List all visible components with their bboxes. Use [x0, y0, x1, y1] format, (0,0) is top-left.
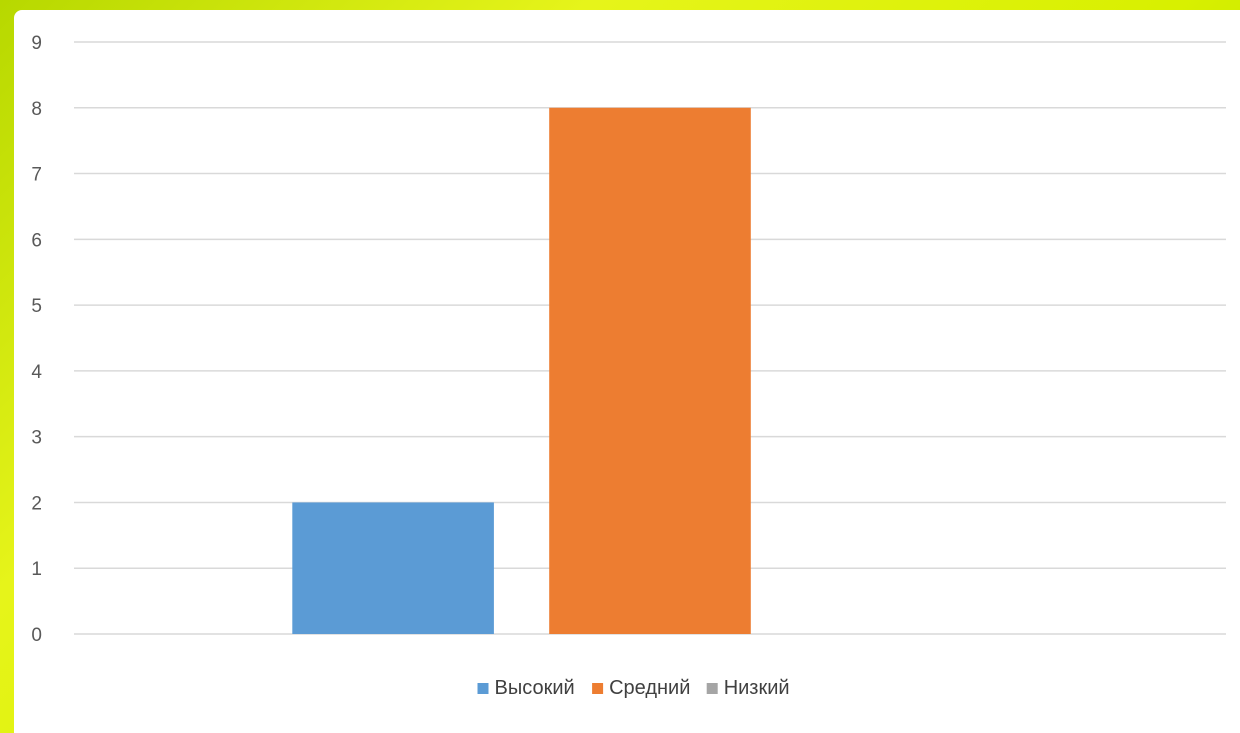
y-tick-label: 1	[31, 559, 42, 580]
legend-label-1: Высокий	[495, 677, 575, 699]
y-tick-label: 7	[31, 165, 42, 186]
bar-chart: 0 1 2 3 4 5 6 7 8 9 Высокий Средний Низкий	[31, 33, 1226, 699]
y-tick-label: 0	[31, 625, 42, 646]
bar-1	[292, 502, 494, 634]
legend: Высокий Средний Низкий	[477, 677, 790, 699]
bar-2	[549, 107, 751, 635]
legend-swatch-3	[706, 683, 718, 694]
y-tick-label: 2	[31, 493, 42, 514]
chart-frame: 0 1 2 3 4 5 6 7 8 9 Высокий Средний Низкий	[14, 10, 1240, 733]
y-tick-label: 3	[31, 428, 42, 449]
y-tick-label: 5	[31, 296, 42, 317]
legend-swatch-2	[592, 683, 604, 694]
y-tick-label: 6	[31, 230, 42, 251]
y-axis-ticks: 0 1 2 3 4 5 6 7 8 9	[31, 33, 42, 646]
bars	[292, 107, 751, 635]
y-tick-label: 8	[31, 99, 42, 120]
legend-swatch-1	[477, 683, 489, 694]
legend-label-2: Средний	[609, 677, 690, 699]
y-tick-label: 4	[31, 362, 42, 383]
legend-label-3: Низкий	[724, 677, 790, 699]
y-tick-label: 9	[31, 33, 42, 54]
